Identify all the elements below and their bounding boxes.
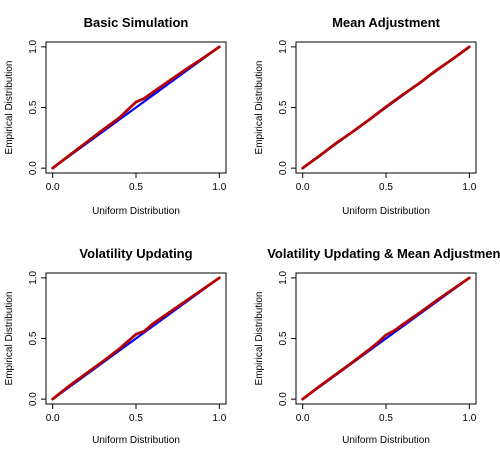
x-tick-label: 0.5 [379, 182, 393, 193]
chart-panel-3: Volatility Updating Uniform Distribution E… [4, 246, 227, 446]
y-tick-label: 1.0 [28, 39, 39, 53]
chart-title: Volatility Updating [79, 246, 192, 261]
y-tick-label: 1.0 [278, 39, 289, 53]
y-axis-label: Empirical Distribution [4, 61, 15, 155]
x-tick-label: 1.0 [462, 413, 476, 424]
x-tick-label: 0.5 [129, 182, 143, 193]
x-tick-label: 0.0 [46, 182, 60, 193]
x-tick-label: 0.5 [129, 413, 143, 424]
y-tick-label: 0.0 [278, 392, 289, 406]
y-tick-label: 1.0 [28, 270, 39, 284]
x-tick-label: 0.0 [296, 413, 310, 424]
x-axis-label: Uniform Distribution [342, 435, 430, 446]
x-tick-label: 1.0 [462, 182, 476, 193]
y-tick-label: 0.5 [28, 331, 39, 345]
empirical-line [51, 276, 221, 401]
chart-panel-1: Basic Simulation Uniform Distribution Empi… [4, 15, 227, 217]
y-tick-label: 0.0 [28, 392, 39, 406]
x-axis-label: Uniform Distribution [92, 435, 180, 446]
y-tick-label: 0.5 [278, 100, 289, 114]
empirical-line [301, 45, 471, 170]
x-tick-label: 0.0 [296, 182, 310, 193]
y-tick-label: 0.0 [278, 161, 289, 175]
empirical-line [51, 45, 221, 170]
y-tick-label: 0.0 [28, 161, 39, 175]
chart-panel-2: Mean Adjustment Uniform Distribution Empir… [254, 15, 477, 217]
y-tick-label: 0.5 [278, 331, 289, 345]
x-axis-label: Uniform Distribution [92, 206, 180, 217]
y-tick-label: 1.0 [278, 270, 289, 284]
y-tick-label: 0.5 [28, 100, 39, 114]
empirical-line [301, 276, 471, 401]
y-axis-label: Empirical Distribution [254, 61, 265, 155]
x-axis-label: Uniform Distribution [342, 206, 430, 217]
chart-title: Basic Simulation [84, 15, 189, 30]
x-tick-label: 1.0 [212, 182, 226, 193]
chart-panel-4: Volatility Updating & Mean Adjustment Uni… [254, 246, 500, 446]
chart-title: Mean Adjustment [332, 15, 441, 30]
y-axis-label: Empirical Distribution [4, 292, 15, 386]
x-tick-label: 1.0 [212, 413, 226, 424]
x-tick-label: 0.5 [379, 413, 393, 424]
chart-title: Volatility Updating & Mean Adjustment [267, 246, 500, 261]
y-axis-label: Empirical Distribution [254, 292, 265, 386]
x-tick-label: 0.0 [46, 413, 60, 424]
